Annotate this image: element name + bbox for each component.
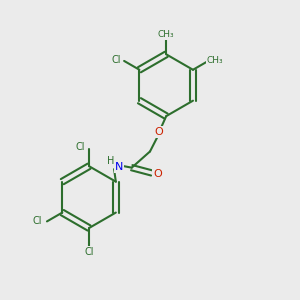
Text: Cl: Cl xyxy=(111,55,121,65)
Text: Cl: Cl xyxy=(85,247,94,256)
Text: N: N xyxy=(115,162,123,172)
Text: Cl: Cl xyxy=(76,142,85,152)
Text: H: H xyxy=(106,156,114,166)
Text: CH₃: CH₃ xyxy=(207,56,224,65)
Text: O: O xyxy=(153,169,162,179)
Text: CH₃: CH₃ xyxy=(158,30,175,39)
Text: O: O xyxy=(154,127,163,137)
Text: Cl: Cl xyxy=(33,216,42,226)
